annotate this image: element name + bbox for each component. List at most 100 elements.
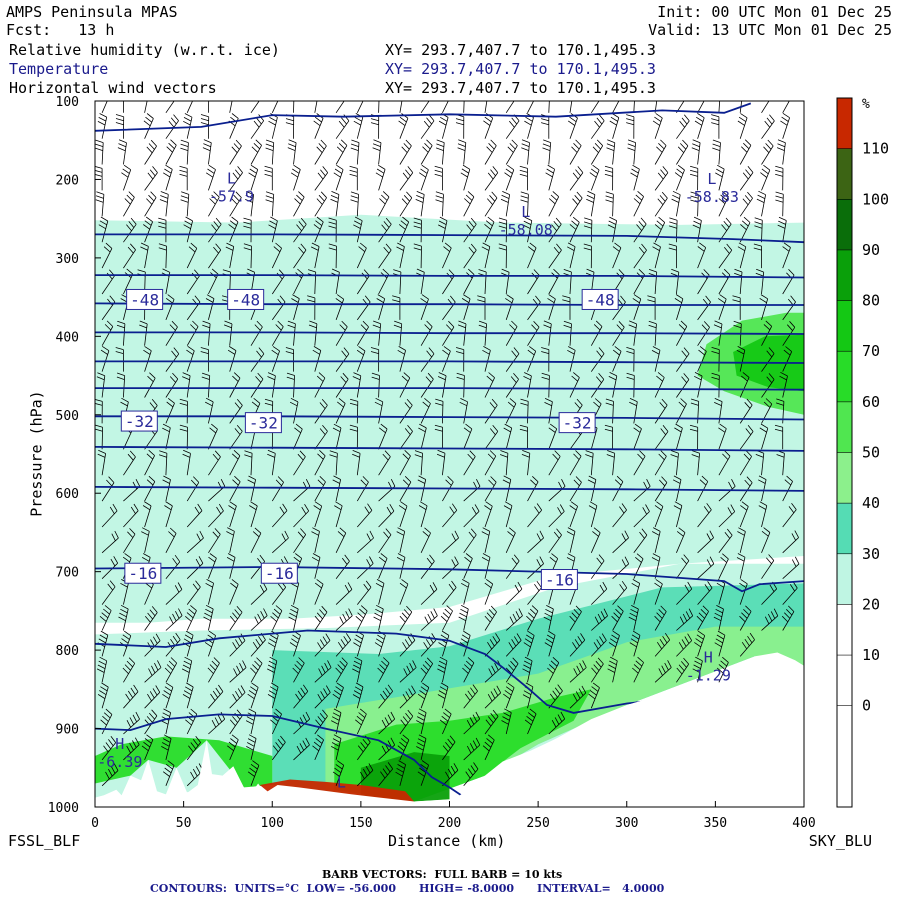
- temperature-contour--44: [95, 302, 804, 306]
- wind-barb: [335, 139, 348, 165]
- temperature-contour--8: [95, 713, 468, 800]
- wind-barb: [484, 633, 501, 657]
- wind-barb: [267, 682, 279, 709]
- wind-barb: [293, 423, 303, 450]
- wind-barb: [420, 294, 429, 321]
- wind-barb: [353, 113, 364, 139]
- wind-barb: [165, 114, 179, 139]
- wind-barb: [378, 737, 396, 761]
- wind-barb: [633, 243, 647, 269]
- extremum-value: -1.29: [686, 667, 731, 685]
- wind-barb: [588, 682, 600, 709]
- wind-barb: [775, 165, 784, 191]
- wind-barb: [739, 476, 753, 502]
- wind-barb: [697, 475, 709, 502]
- contour-label-group: -32: [244, 412, 282, 434]
- wind-barb: [144, 685, 161, 709]
- wind-barb: [314, 685, 331, 709]
- colorbar-label: 50: [862, 444, 880, 462]
- wind-barb: [268, 216, 278, 243]
- wind-barb: [527, 580, 542, 605]
- wind-barb: [484, 191, 498, 217]
- wind-barb: [442, 101, 449, 113]
- wind-barb: [229, 450, 241, 476]
- wind-barb: [761, 114, 775, 139]
- wind-barb: [632, 294, 642, 321]
- wind-barb: [463, 217, 477, 243]
- wind-barb: [228, 501, 237, 528]
- wind-barb: [229, 475, 241, 502]
- contour-label: -48: [130, 290, 159, 309]
- wind-barb: [606, 139, 616, 165]
- wind-barb: [463, 504, 480, 528]
- wind-barb: [718, 101, 721, 113]
- colorbar-label: 20: [862, 595, 880, 613]
- wind-barb: [689, 424, 699, 450]
- wind-barb: [399, 398, 413, 424]
- wind-barb: [117, 139, 127, 165]
- wind-barb: [289, 630, 301, 657]
- wind-barb: [250, 632, 266, 657]
- wind-barb: [712, 139, 721, 165]
- wind-barb: [499, 450, 509, 476]
- wind-barb: [438, 113, 449, 139]
- wind-barb: [676, 114, 690, 139]
- wind-barb: [503, 682, 515, 709]
- wind-barb: [760, 164, 771, 191]
- wind-barb: [290, 164, 301, 191]
- wind-barb: [229, 166, 243, 191]
- wind-barb: [314, 398, 328, 424]
- wind-barb: [165, 347, 180, 372]
- wind-barb: [739, 166, 754, 191]
- wind-barb: [759, 423, 769, 450]
- wind-barb: [314, 166, 329, 191]
- wind-barb: [349, 424, 358, 450]
- wind-barb: [158, 217, 167, 243]
- wind-barb: [378, 711, 396, 735]
- wind-barb: [355, 605, 368, 631]
- wind-barb: [633, 528, 648, 554]
- wind-barb: [144, 101, 148, 113]
- temperature-contour--32: [95, 387, 804, 391]
- wind-barb: [697, 530, 714, 554]
- wind-barb: [143, 216, 153, 243]
- wind-barb: [714, 630, 726, 657]
- wind-barb: [160, 708, 171, 735]
- wind-barb: [569, 633, 586, 657]
- wind-barb: [739, 398, 753, 424]
- colorbar-bin-10-20: [837, 655, 852, 706]
- wind-barb: [208, 503, 224, 528]
- wind-barb: [332, 760, 345, 786]
- wind-barb: [781, 605, 795, 631]
- wind-barb: [229, 424, 243, 450]
- wind-barb: [356, 476, 369, 502]
- wind-barb: [165, 554, 181, 579]
- wind-barb: [250, 657, 263, 683]
- wind-barb: [606, 450, 616, 476]
- wind-barb: [250, 608, 268, 631]
- y-tick-label: 800: [56, 644, 79, 659]
- wind-barb: [442, 556, 459, 579]
- wind-barb: [733, 320, 742, 346]
- wind-barb: [691, 139, 701, 165]
- wind-barb: [101, 763, 119, 787]
- wind-barb: [352, 372, 362, 398]
- wind-barb: [484, 101, 488, 113]
- contour-label-group: -48: [227, 288, 265, 310]
- wind-barb: [737, 242, 747, 269]
- wind-barb: [442, 503, 458, 528]
- wind-barb: [455, 114, 465, 139]
- wind-barb: [293, 711, 311, 735]
- wind-barb: [293, 101, 295, 113]
- wind-barb: [205, 164, 216, 191]
- wind-barb: [271, 735, 286, 761]
- wind-barb: [181, 656, 193, 683]
- extremum-value: -58.08: [499, 221, 553, 239]
- wind-barb: [164, 657, 178, 683]
- wind-barb: [101, 242, 113, 269]
- wind-barb: [548, 711, 566, 735]
- wind-barb: [484, 605, 497, 631]
- wind-barb: [399, 685, 416, 709]
- wind-barb: [562, 295, 571, 320]
- wind-barb: [676, 608, 694, 631]
